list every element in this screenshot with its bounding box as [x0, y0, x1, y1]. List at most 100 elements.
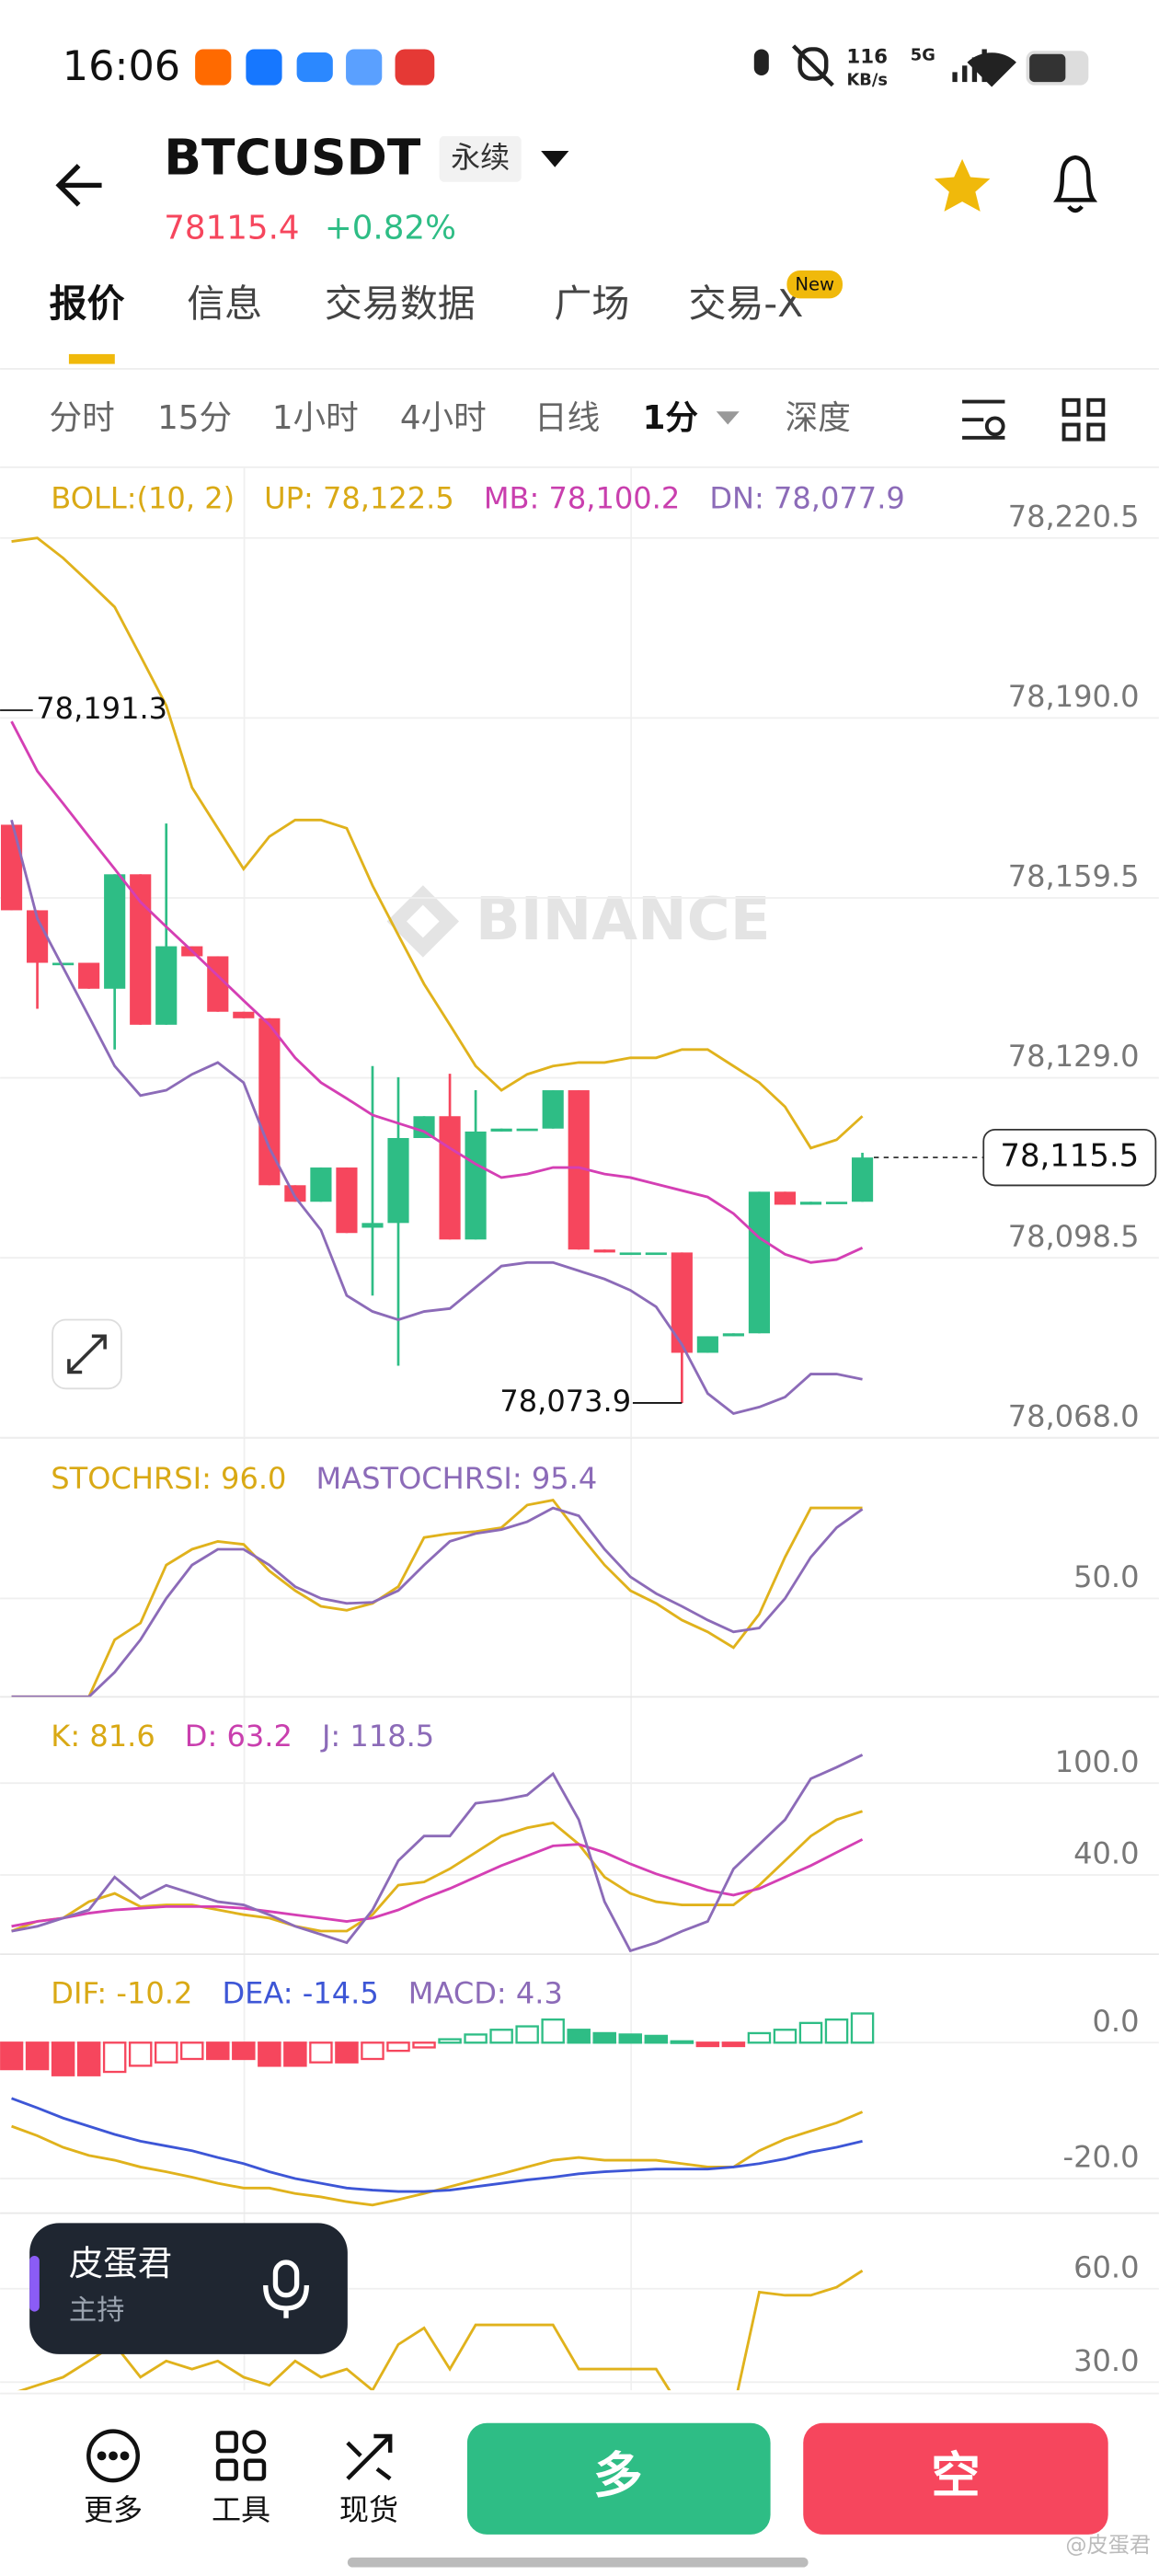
candle-body	[284, 1185, 306, 1202]
vertical-grid	[243, 466, 633, 2391]
macd-bar	[258, 2041, 281, 2067]
long-button[interactable]	[466, 2422, 771, 2535]
tab[interactable]: 广场	[554, 282, 629, 326]
macd-bar	[592, 2031, 616, 2044]
y-tick-label: 78,190.0	[1008, 679, 1140, 714]
max-label: 78,191.3	[36, 691, 167, 726]
macd-bar	[0, 2041, 24, 2071]
interval[interactable]: 1小时	[272, 399, 359, 437]
macd-bar	[747, 2031, 772, 2044]
nav-label[interactable]: 更多	[84, 2492, 143, 2527]
macd-bar	[76, 2041, 101, 2076]
host-card[interactable]	[29, 2223, 348, 2354]
interval[interactable]: 4小时	[400, 399, 487, 437]
alert-bell[interactable]	[1052, 155, 1098, 213]
candle-body	[336, 1167, 358, 1234]
candle-body	[851, 1157, 874, 1202]
new-badge-text: New	[795, 274, 834, 295]
price-change: +0.82%	[325, 209, 456, 247]
candle-body	[593, 1249, 615, 1253]
candle-body	[748, 1191, 771, 1334]
back-button[interactable]	[55, 164, 102, 207]
symbol-dropdown[interactable]	[541, 150, 569, 167]
macd-bar	[489, 2029, 513, 2044]
candle-body	[774, 1191, 797, 1205]
candle-body	[516, 1128, 538, 1132]
interval[interactable]: 1分	[643, 399, 699, 437]
interval[interactable]: 15分	[157, 399, 232, 437]
y-tick-label: 100.0	[1055, 1744, 1140, 1779]
spot-icon[interactable]	[346, 2433, 393, 2481]
macd-bar	[541, 2018, 565, 2044]
macd-bar	[386, 2041, 410, 2053]
interval[interactable]: 日线	[534, 399, 600, 437]
indicator-legend: DN: 78,077.9	[709, 480, 904, 515]
candle-body	[568, 1090, 590, 1250]
short-button[interactable]	[803, 2422, 1108, 2535]
host-name: 皮蛋君	[69, 2243, 172, 2283]
layout-toggle[interactable]	[1061, 397, 1106, 442]
interval[interactable]: 分时	[50, 399, 115, 437]
interval-dropdown[interactable]	[716, 411, 740, 425]
short-label: 空	[931, 2446, 980, 2504]
y-tick-label: 78,068.0	[1008, 1398, 1140, 1433]
more-icon[interactable]	[86, 2429, 140, 2483]
nav-label[interactable]: 工具	[212, 2492, 270, 2527]
tab[interactable]: 交易-X	[689, 282, 804, 326]
symbol[interactable]: BTCUSDT	[164, 128, 421, 186]
indicator-line	[10, 819, 863, 1416]
macd-bar	[773, 2029, 798, 2044]
candle-body	[825, 1202, 848, 1204]
tab[interactable]: 报价	[50, 282, 125, 326]
interval[interactable]: 深度	[786, 399, 851, 437]
macd-bar	[695, 2041, 720, 2048]
candle-body	[104, 874, 126, 989]
indicator-legend: BOLL:(10, 2)	[51, 480, 235, 515]
plot-area: 78,220.5 78,190.0 78,159.5 78,129.0 78,098.5…	[0, 480, 1159, 2391]
indicator-legend: D: 63.2	[185, 1719, 293, 1754]
candle-body	[413, 1116, 435, 1138]
indicator-line	[11, 1754, 864, 1953]
indicator-line	[11, 1810, 863, 1933]
candle-body	[26, 910, 49, 963]
macd-bar	[283, 2041, 307, 2067]
macd-bar	[154, 2041, 178, 2064]
status-time: 16:06	[63, 42, 180, 90]
candle-body	[799, 1202, 822, 1205]
macd-bar	[824, 2018, 849, 2044]
last-price: 78115.4	[164, 209, 299, 247]
nav-label[interactable]: 现货	[339, 2492, 398, 2527]
macd-bar	[102, 2041, 127, 2074]
notification-icons	[195, 49, 435, 86]
status-icons	[753, 44, 1089, 87]
macd-bar	[361, 2041, 384, 2061]
macd-bar	[309, 2041, 333, 2064]
fullscreen-icon	[67, 1334, 107, 1374]
candle-body	[361, 1223, 384, 1228]
macd-bar	[644, 2034, 669, 2044]
last-price-box	[982, 1128, 1157, 1187]
network-speed: 116	[846, 45, 888, 68]
contract-badge	[439, 135, 522, 182]
indicator-legend: DIF: -10.2	[51, 1976, 192, 2011]
network-speed-unit: KB/s	[847, 70, 888, 89]
host-mic[interactable]	[263, 2260, 309, 2318]
chart-settings[interactable]	[962, 399, 1005, 440]
tab[interactable]: 信息	[187, 282, 262, 326]
macd-bar	[180, 2041, 204, 2061]
favorite-star[interactable]	[934, 158, 991, 212]
indicator-legend: K: 81.6	[51, 1719, 155, 1754]
indicator-legend: MASTOCHRSI: 95.4	[316, 1461, 598, 1496]
home-indicator	[347, 2557, 809, 2568]
macd-bar	[25, 2041, 50, 2071]
indicator-line	[11, 2097, 863, 2193]
y-tick-label: -20.0	[1063, 2140, 1140, 2175]
candle-body	[619, 1252, 641, 1256]
macd-bar	[335, 2041, 359, 2064]
tools-icon[interactable]	[215, 2430, 267, 2481]
candle-body	[130, 874, 152, 1025]
host-accent	[29, 2255, 40, 2312]
tab[interactable]: 交易数据	[325, 282, 476, 326]
contract-type: 永续	[451, 140, 510, 175]
indicator-line	[11, 1498, 863, 1697]
